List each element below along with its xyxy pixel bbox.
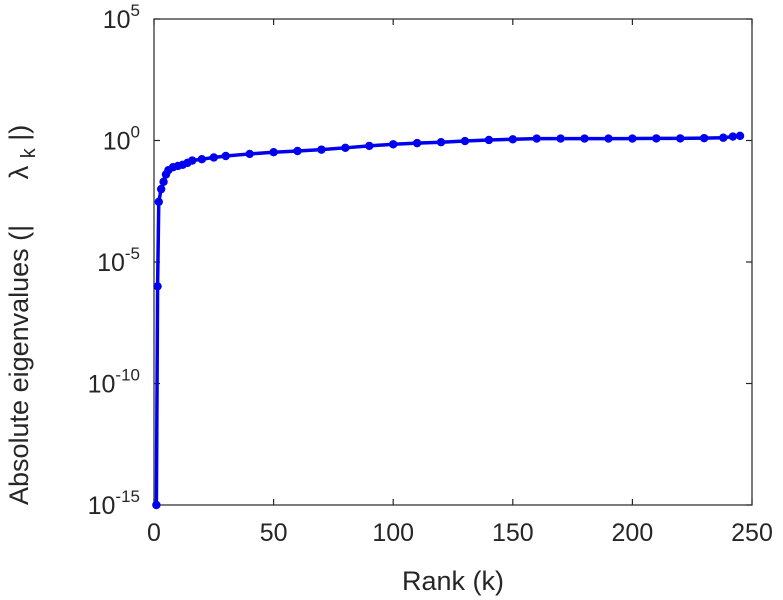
x-tick-label: 100 xyxy=(372,519,414,547)
series-layer xyxy=(152,131,745,510)
data-point xyxy=(269,148,278,157)
data-point xyxy=(317,145,326,154)
data-point xyxy=(508,135,517,144)
y-tick-label-base: 10 xyxy=(88,371,116,399)
data-point xyxy=(245,149,254,159)
data-point xyxy=(159,177,168,186)
data-point xyxy=(556,134,565,143)
data-point xyxy=(156,184,166,194)
data-point xyxy=(293,146,302,156)
data-point xyxy=(652,134,661,143)
data-point xyxy=(221,151,230,161)
y-tick-label-base: 10 xyxy=(97,249,125,277)
y-tick-label: 100 xyxy=(103,123,140,156)
y-tick-label-exponent: -10 xyxy=(115,366,140,385)
data-point xyxy=(699,133,709,143)
data-point xyxy=(436,138,446,147)
y-axis-title-subscript: k xyxy=(18,147,40,158)
x-axis-ticks: 0 50 100 150 200 250 xyxy=(147,19,773,547)
data-point xyxy=(365,141,374,151)
y-axis-title-close: |) xyxy=(4,125,34,141)
plot-frame xyxy=(153,18,753,506)
x-axis-title: Rank (k) xyxy=(402,566,504,596)
y-tick-label-exponent: 0 xyxy=(131,123,140,142)
data-point xyxy=(735,131,745,141)
y-axis-title: Absolute eigenvalues (| λ k |) xyxy=(4,125,41,505)
data-point xyxy=(197,155,207,164)
y-axis-title-symbol: λ xyxy=(4,165,34,179)
data-point xyxy=(152,500,161,510)
y-tick-label: 105 xyxy=(103,1,140,34)
data-point xyxy=(412,138,422,148)
y-tick-label-exponent: 5 xyxy=(131,1,140,20)
data-point xyxy=(580,134,589,143)
data-point xyxy=(209,153,218,162)
y-tick-label-exponent: -15 xyxy=(115,487,140,506)
y-tick-label-base: 10 xyxy=(88,492,116,520)
y-tick-label-exponent: -5 xyxy=(125,244,140,263)
data-point xyxy=(728,132,738,141)
data-point xyxy=(154,197,163,207)
data-point xyxy=(484,135,494,145)
y-tick-label-base: 10 xyxy=(103,6,131,34)
y-axis-title-main: Absolute eigenvalues (| xyxy=(4,225,34,505)
x-tick-label: 250 xyxy=(731,519,773,547)
y-tick-label: 10-5 xyxy=(97,244,140,277)
data-point xyxy=(719,133,728,142)
data-point xyxy=(532,134,541,143)
data-point xyxy=(676,134,685,143)
y-tick-label-base: 10 xyxy=(103,128,131,156)
x-tick-label: 200 xyxy=(612,519,654,547)
data-point xyxy=(341,143,350,153)
x-tick-label: 150 xyxy=(492,519,534,547)
data-point xyxy=(389,140,398,149)
data-point xyxy=(604,134,613,143)
data-point xyxy=(460,136,470,146)
x-tick-label: 50 xyxy=(260,519,288,547)
y-tick-label: 10-15 xyxy=(88,487,140,520)
data-point xyxy=(188,156,197,165)
data-point xyxy=(153,282,162,291)
data-point xyxy=(628,134,637,143)
x-tick-label: 0 xyxy=(147,519,161,547)
y-tick-label: 10-10 xyxy=(88,366,140,399)
